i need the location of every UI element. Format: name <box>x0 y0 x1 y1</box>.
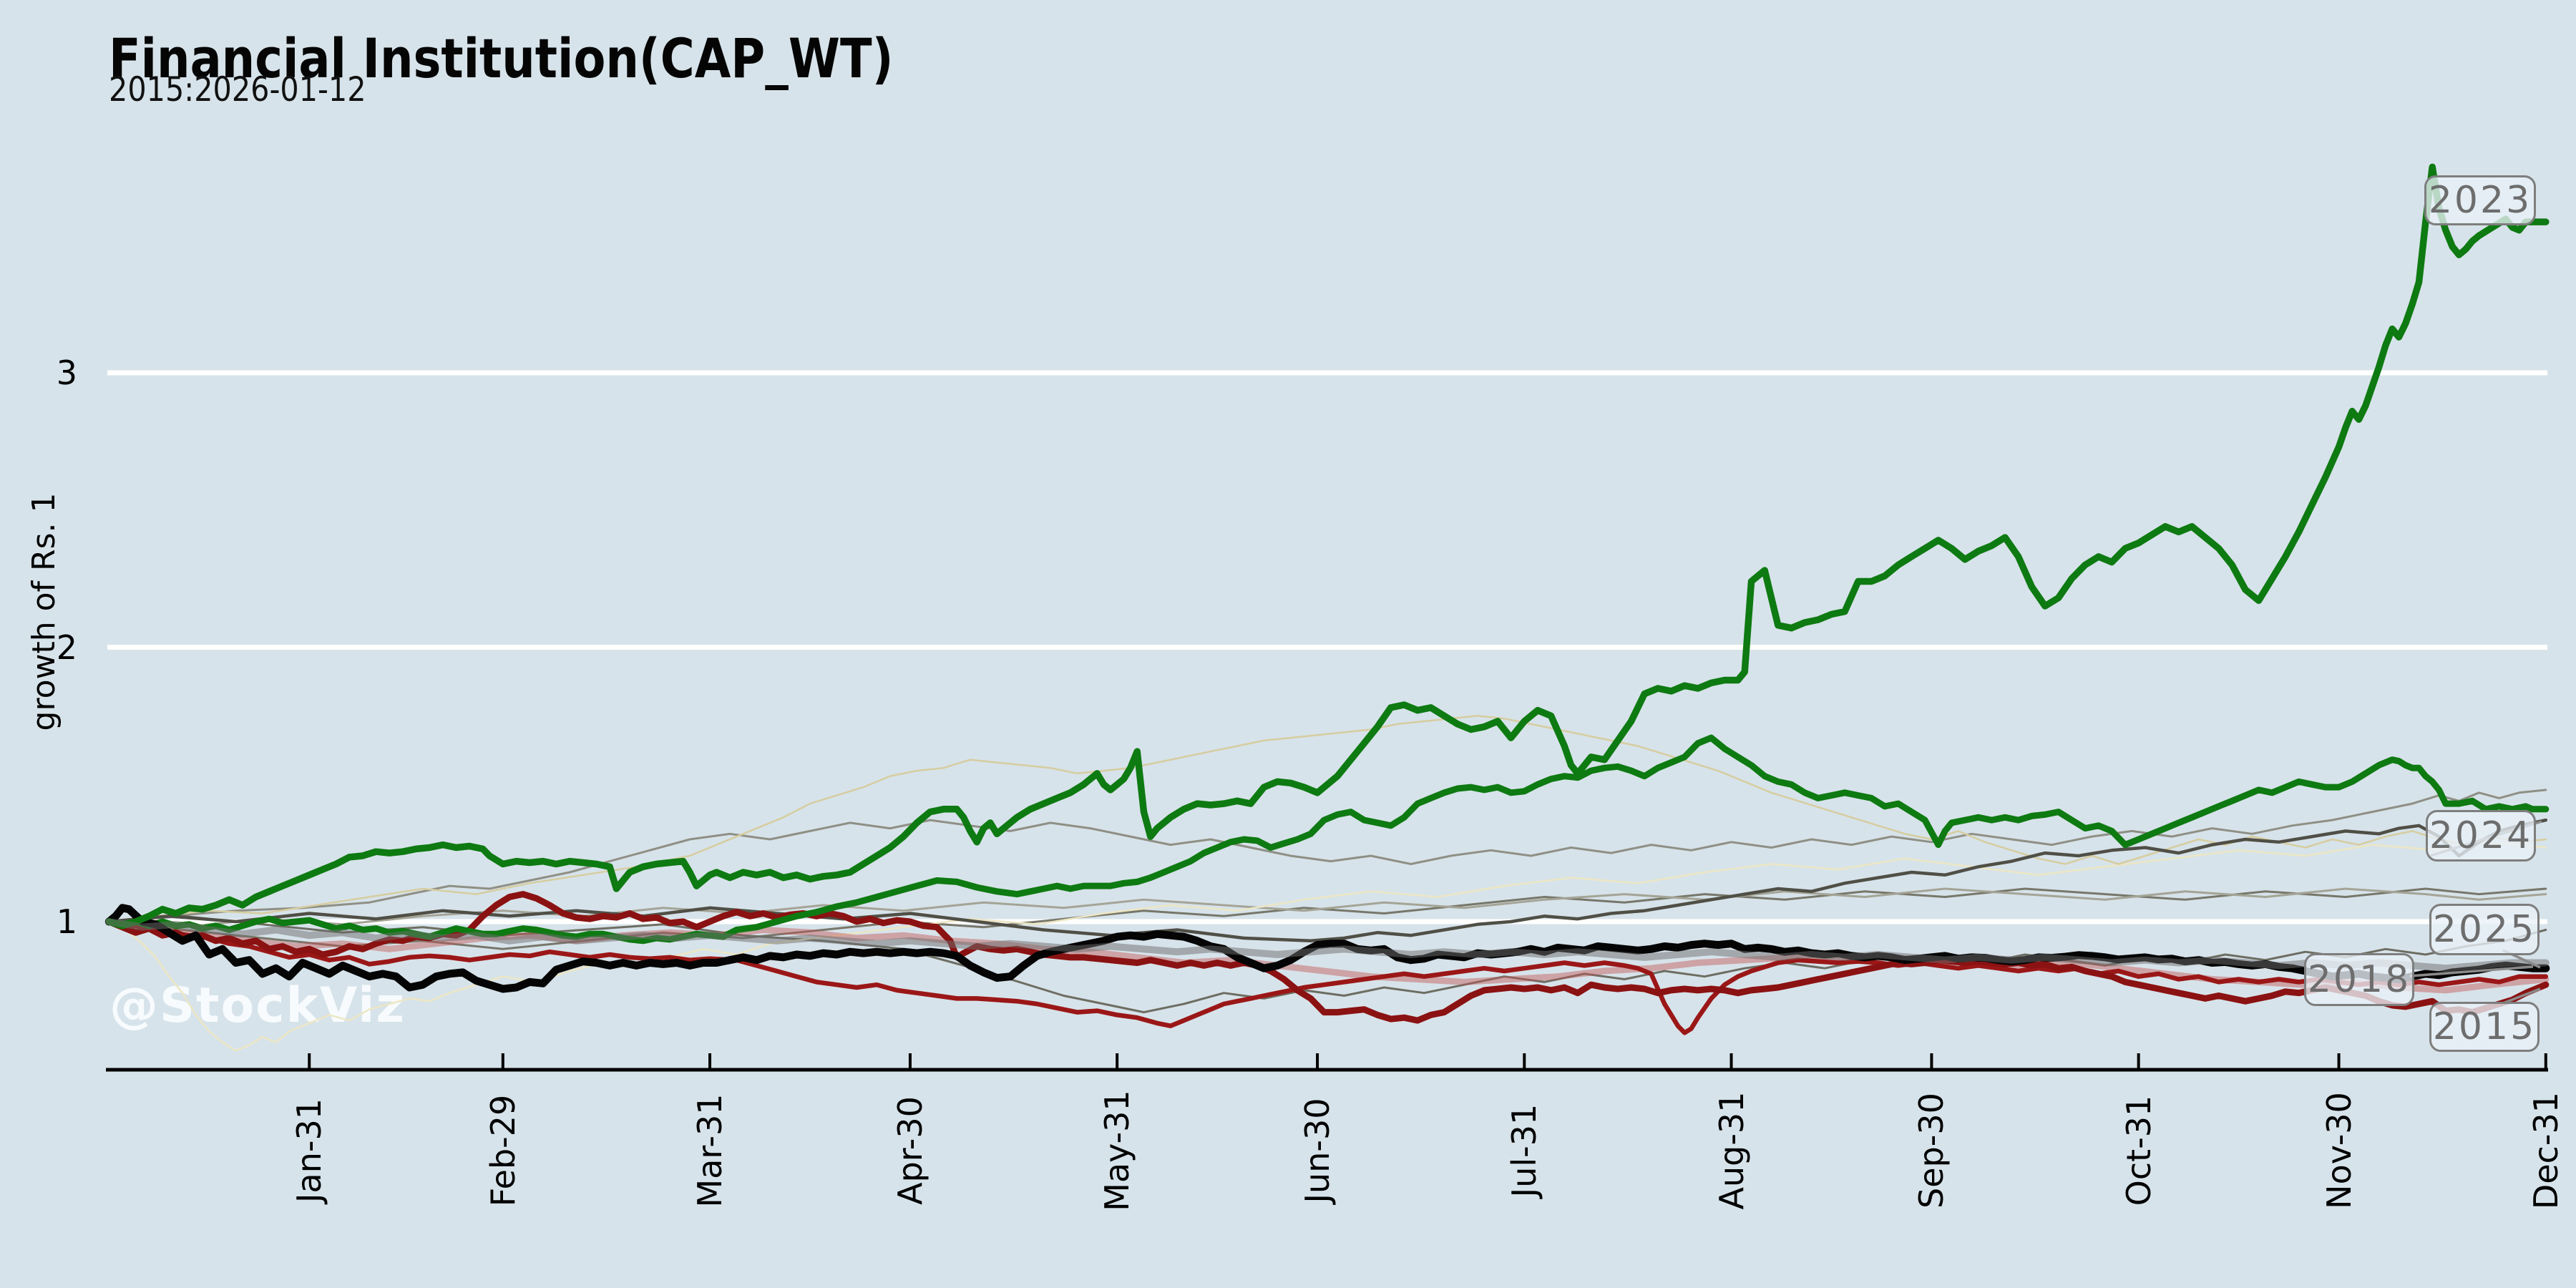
x-tick-label-Jun-30: Jun-30 <box>1298 1098 1337 1204</box>
series-2018-line <box>105 918 2550 972</box>
x-tick-label-Nov-30: Nov-30 <box>2319 1092 2358 1209</box>
series-red-soft-overlay-line <box>105 918 2550 994</box>
callout-2023: 2023 <box>2424 175 2536 225</box>
callout-2015: 2015 <box>2429 1002 2540 1052</box>
series-background-year-b-line <box>107 789 2547 923</box>
series-background-year-cream-line <box>108 841 2547 1052</box>
chart-subtitle: 2015:2026-01-12 <box>109 70 366 109</box>
x-tick-label-Jan-31: Jan-31 <box>290 1098 329 1204</box>
series-2015-line <box>105 891 2550 1024</box>
x-tick-label-Sep-30: Sep-30 <box>1912 1093 1951 1209</box>
series-background-year-a-line <box>107 887 2547 950</box>
x-tick-label-May-31: May-31 <box>1098 1090 1137 1211</box>
y-tick-label-1: 1 <box>56 902 77 941</box>
series-2023-line <box>105 163 2550 930</box>
stockviz-watermark: @StockViz <box>109 977 406 1034</box>
callout-2024: 2024 <box>2426 810 2536 862</box>
callout-2025: 2025 <box>2429 904 2540 955</box>
x-tick-label-Mar-31: Mar-31 <box>691 1093 730 1208</box>
series-background-year-khaki-line <box>108 715 2547 923</box>
x-tick-label-Oct-31: Oct-31 <box>2119 1095 2158 1206</box>
series-background-year-c-line <box>107 887 2547 929</box>
callout-leader-2 <box>2409 965 2534 977</box>
callout-2018-label: 2018 <box>2307 958 2411 1001</box>
series-2024-line <box>107 818 2548 943</box>
x-tick-label-Aug-31: Aug-31 <box>1712 1091 1751 1210</box>
callout-2023-label: 2023 <box>2428 179 2532 222</box>
y-tick-label-2: 2 <box>56 628 77 667</box>
x-tick-label-Apr-30: Apr-30 <box>890 1096 930 1205</box>
callout-2024-label: 2024 <box>2429 814 2533 857</box>
callout-2025-label: 2025 <box>2432 908 2537 951</box>
x-tick-label-Jul-31: Jul-31 <box>1505 1103 1544 1198</box>
y-axis-title: growth of Rs. 1 <box>26 492 62 731</box>
callout-leader-3 <box>2502 987 2541 1005</box>
y-tick-label-3: 3 <box>56 353 77 392</box>
chart-title: Financial Institution(CAP_WT) <box>109 26 894 90</box>
x-tick-label-Dec-31: Dec-31 <box>2526 1091 2565 1210</box>
series-green-secondary-line <box>105 734 2550 945</box>
callout-2018: 2018 <box>2304 953 2414 1006</box>
callout-2015-label: 2015 <box>2432 1005 2537 1048</box>
x-tick-label-Feb-29: Feb-29 <box>483 1094 522 1207</box>
